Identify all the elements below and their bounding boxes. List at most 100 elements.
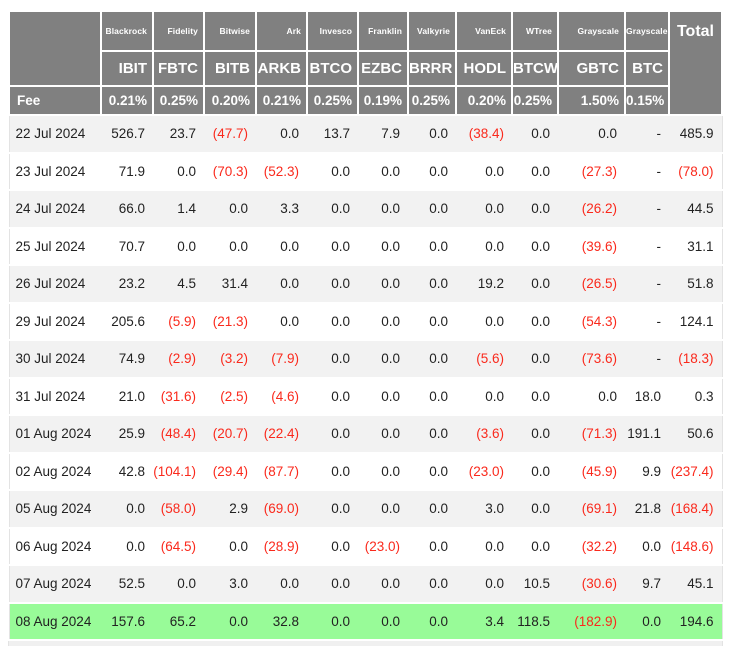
flow-value-cell: 2.9 (204, 489, 256, 528)
flow-value-cell: 0.0 (153, 564, 204, 603)
fee-value: 0.25% (511, 85, 559, 116)
flow-row: 06 Aug 2024 0.0 (64.5) 0.0 (28.9) 0.0 (23.0) 0.… (8, 526, 723, 565)
fee-value: 0.20% (455, 85, 513, 116)
flow-value-cell: 0.0 (456, 564, 512, 603)
flow-value-cell: 31.4 (204, 264, 256, 303)
flow-value-cell: 0.0 (456, 301, 512, 340)
flow-value-cell: 19.2 (456, 264, 512, 303)
flow-value-cell: 0.0 (358, 376, 408, 415)
flow-value-cell: (71.3) (558, 414, 625, 453)
flow-value-cell: 3.3 (256, 189, 307, 228)
flow-value-cell: 0.0 (307, 339, 358, 378)
fee-value: 0.21% (255, 85, 308, 116)
flow-value-cell: 65.2 (153, 601, 204, 639)
flow-value-cell: 21.8 (625, 489, 669, 528)
flow-value-cell: (26.2) (558, 189, 625, 228)
flow-value-cell: 3.0 (456, 489, 512, 528)
flow-value-cell: (47.7) (204, 114, 256, 153)
flow-value-cell: 0.0 (256, 264, 307, 303)
ticker-header: EZBC (357, 50, 409, 87)
fee-value: 0.25% (152, 85, 205, 116)
table-header: Blackrock Fidelity Bitwise Ark Invesco Frankl… (8, 10, 723, 116)
flow-value-cell: 0.0 (358, 601, 408, 639)
flow-row: 29 Jul 2024 205.6 (5.9) (21.3) 0.0 0.0 0.0 0.0 0… (8, 301, 723, 340)
flow-value-cell: 0.0 (408, 489, 456, 528)
table-corner-blank (8, 10, 102, 87)
flow-value-cell: - (625, 114, 669, 153)
flow-row: 25 Jul 2024 70.7 0.0 0.0 0.0 0.0 0.0 0.0 0.0 0.0(… (8, 226, 723, 265)
flow-value-cell: - (625, 339, 669, 378)
flow-value-cell: 0.0 (512, 301, 558, 340)
flow-row: 26 Jul 2024 23.2 4.5 31.4 0.0 0.0 0.0 0.0 19.2 0.… (8, 264, 723, 303)
flow-value-cell: 0.0 (408, 564, 456, 603)
flow-value-cell: 23.2 (101, 264, 153, 303)
flow-value-cell: 0.0 (408, 414, 456, 453)
flow-row: 05 Aug 2024 0.0 (58.0) 2.9 (69.0) 0.0 0.0 0.0 3.… (8, 489, 723, 528)
date-cell: 07 Aug 2024 (8, 564, 101, 603)
flow-value-cell: 0.0 (512, 189, 558, 228)
flow-value-cell: 0.0 (307, 489, 358, 528)
flow-value-cell: 0.0 (153, 151, 204, 190)
flow-value-cell: 0.0 (204, 601, 256, 639)
flow-value-cell: (30.6) (558, 564, 625, 603)
issuer-header: Invesco (306, 10, 359, 52)
flow-value-cell: 0.0 (256, 114, 307, 153)
flow-value-cell: 0.0 (307, 414, 358, 453)
flow-value-cell: 0.0 (456, 189, 512, 228)
total-cell: 194.6 (669, 601, 723, 639)
issuer-header: VanEck (455, 10, 513, 52)
flow-value-cell: (182.9) (558, 601, 625, 639)
total-cell: 51.8 (669, 264, 723, 303)
total-cell: 45.1 (669, 564, 723, 603)
flow-value-cell: 21.0 (101, 376, 153, 415)
flow-value-cell: 0.0 (204, 226, 256, 265)
flow-value-cell: 0.0 (307, 226, 358, 265)
flow-value-cell: 42.8 (101, 451, 153, 490)
date-cell: 01 Aug 2024 (8, 414, 101, 453)
flow-value-cell: 4.5 (153, 264, 204, 303)
ticker-header: GBTC (557, 50, 626, 87)
flow-value-cell: 191.1 (625, 414, 669, 453)
issuer-header: Grayscale (624, 10, 670, 52)
next-row-partial (8, 641, 723, 646)
etf-flow-table: Blackrock Fidelity Bitwise Ark Invesco Frankl… (8, 10, 723, 639)
flow-value-cell: 0.0 (256, 226, 307, 265)
total-cell: (237.4) (669, 451, 723, 490)
flow-value-cell: 0.0 (307, 264, 358, 303)
fee-value: 0.25% (407, 85, 457, 116)
flow-value-cell: (104.1) (153, 451, 204, 490)
date-cell: 05 Aug 2024 (8, 489, 101, 528)
flow-value-cell: 0.0 (307, 451, 358, 490)
flow-value-cell: (4.6) (256, 376, 307, 415)
flow-value-cell: 52.5 (101, 564, 153, 603)
flow-value-cell: 0.0 (408, 226, 456, 265)
flow-value-cell: - (625, 301, 669, 340)
flow-value-cell: (20.7) (204, 414, 256, 453)
flow-value-cell: 0.0 (408, 451, 456, 490)
flow-value-cell: 205.6 (101, 301, 153, 340)
flow-value-cell: 0.0 (307, 151, 358, 190)
flow-value-cell: 0.0 (456, 376, 512, 415)
issuer-header: Valkyrie (407, 10, 457, 52)
flow-value-cell: 3.0 (204, 564, 256, 603)
flow-value-cell: 0.0 (358, 264, 408, 303)
flow-row: 23 Jul 2024 71.9 0.0 (70.3) (52.3) 0.0 0.0 0.0 0… (8, 151, 723, 190)
ticker-header: ARKB (255, 50, 308, 87)
total-cell: (18.3) (669, 339, 723, 378)
fee-value: 0.21% (100, 85, 154, 116)
total-cell: 44.5 (669, 189, 723, 228)
flow-value-cell: 0.0 (456, 226, 512, 265)
flow-value-cell: (58.0) (153, 489, 204, 528)
flow-value-cell: 25.9 (101, 414, 153, 453)
date-cell: 06 Aug 2024 (8, 526, 101, 565)
total-cell: 50.6 (669, 414, 723, 453)
flow-row: 30 Jul 2024 74.9 (2.9) (3.2) (7.9) 0.0 0.0 0.0(… (8, 339, 723, 378)
flow-value-cell: (32.2) (558, 526, 625, 565)
flow-value-cell: (23.0) (358, 526, 408, 565)
flow-value-cell: 9.7 (625, 564, 669, 603)
flow-value-cell: 0.0 (512, 451, 558, 490)
flow-value-cell: 526.7 (101, 114, 153, 153)
date-cell: 08 Aug 2024 (8, 601, 101, 639)
flow-value-cell: 0.0 (307, 601, 358, 639)
date-cell: 22 Jul 2024 (8, 114, 101, 153)
